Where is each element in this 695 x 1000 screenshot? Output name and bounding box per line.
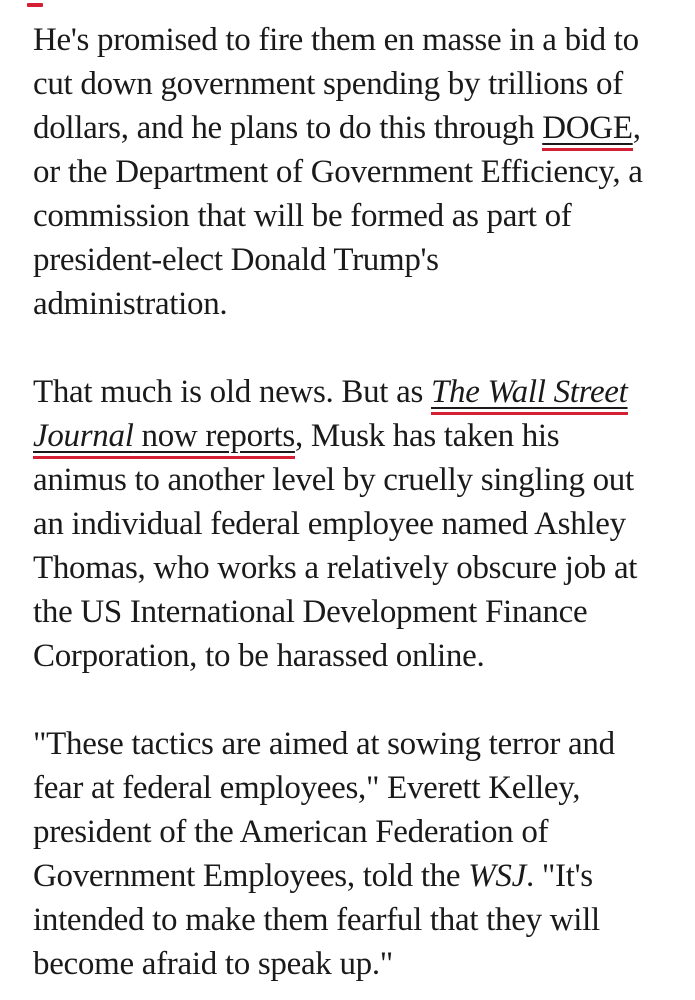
text-segment: , Musk has taken his (294, 418, 560, 454)
paragraph-3: "These tactics are aimed at sowing terro… (33, 722, 662, 986)
text-line: the US International Development Finance (33, 590, 662, 634)
text-line: Corporation, to be harassed online. (33, 634, 662, 678)
text-line: intended to make them fearful that they … (33, 898, 662, 942)
text-segment: cut down government spending by trillion… (33, 66, 623, 102)
text-segment: the US International Development Finance (33, 594, 588, 630)
text-line: or the Department of Government Efficien… (33, 150, 662, 194)
text-segment: president-elect Donald Trump's (33, 242, 439, 278)
wsj-publication-name: WSJ (468, 858, 526, 894)
text-segment: intended to make them fearful that they … (33, 902, 600, 938)
text-line: become afraid to speak up." (33, 942, 662, 986)
truncated-link-underline-artifact (27, 3, 43, 7)
text-line: animus to another level by cruelly singl… (33, 458, 662, 502)
text-segment: He's promised to fire them en masse in a… (33, 22, 639, 58)
text-segment: . "It's (525, 858, 593, 894)
text-segment: That much is old news. But as (33, 374, 431, 410)
text-segment: , (632, 110, 641, 146)
text-line: He's promised to fire them en masse in a… (33, 18, 662, 62)
text-segment: Government Employees, told the (33, 858, 469, 894)
text-line: Thomas, who works a relatively obscure j… (33, 546, 662, 590)
text-line: That much is old news. But as The Wall S… (33, 370, 662, 415)
text-line: cut down government spending by trillion… (33, 62, 662, 106)
wsj-report-link[interactable]: The Wall Street (430, 374, 628, 415)
text-line: president-elect Donald Trump's (33, 238, 662, 282)
text-segment: president of the American Federation of (33, 814, 549, 850)
text-segment: dollars, and he plans to do this through (33, 110, 543, 146)
text-line: dollars, and he plans to do this through… (33, 106, 662, 151)
paragraph-1: He's promised to fire them en masse in a… (33, 18, 662, 326)
doge-link[interactable]: DOGE (542, 110, 633, 151)
text-segment: Corporation, to be harassed online. (33, 638, 485, 674)
text-line: "These tactics are aimed at sowing terro… (33, 722, 662, 766)
text-line: Journal now reports, Musk has taken his (33, 414, 662, 459)
text-line: commission that will be formed as part o… (33, 194, 662, 238)
text-segment: administration. (33, 286, 228, 322)
text-line: fear at federal employees," Everett Kell… (33, 766, 662, 810)
text-segment: an individual federal employee named Ash… (33, 506, 626, 542)
text-segment: "These tactics are aimed at sowing terro… (33, 726, 615, 762)
paragraph-2: That much is old news. But as The Wall S… (33, 370, 662, 678)
wsj-report-link[interactable]: Journal (33, 418, 134, 459)
text-line: an individual federal employee named Ash… (33, 502, 662, 546)
text-line: Government Employees, told the WSJ. "It'… (33, 854, 662, 898)
text-line: president of the American Federation of (33, 810, 662, 854)
wsj-report-link[interactable]: now reports (133, 418, 295, 459)
text-segment: fear at federal employees," Everett Kell… (33, 770, 581, 806)
text-segment: or the Department of Government Efficien… (33, 154, 643, 190)
text-segment: animus to another level by cruelly singl… (33, 462, 634, 498)
text-segment: commission that will be formed as part o… (33, 198, 572, 234)
text-line: administration. (33, 282, 662, 326)
text-segment: Thomas, who works a relatively obscure j… (33, 550, 638, 586)
text-segment: become afraid to speak up." (33, 946, 393, 982)
